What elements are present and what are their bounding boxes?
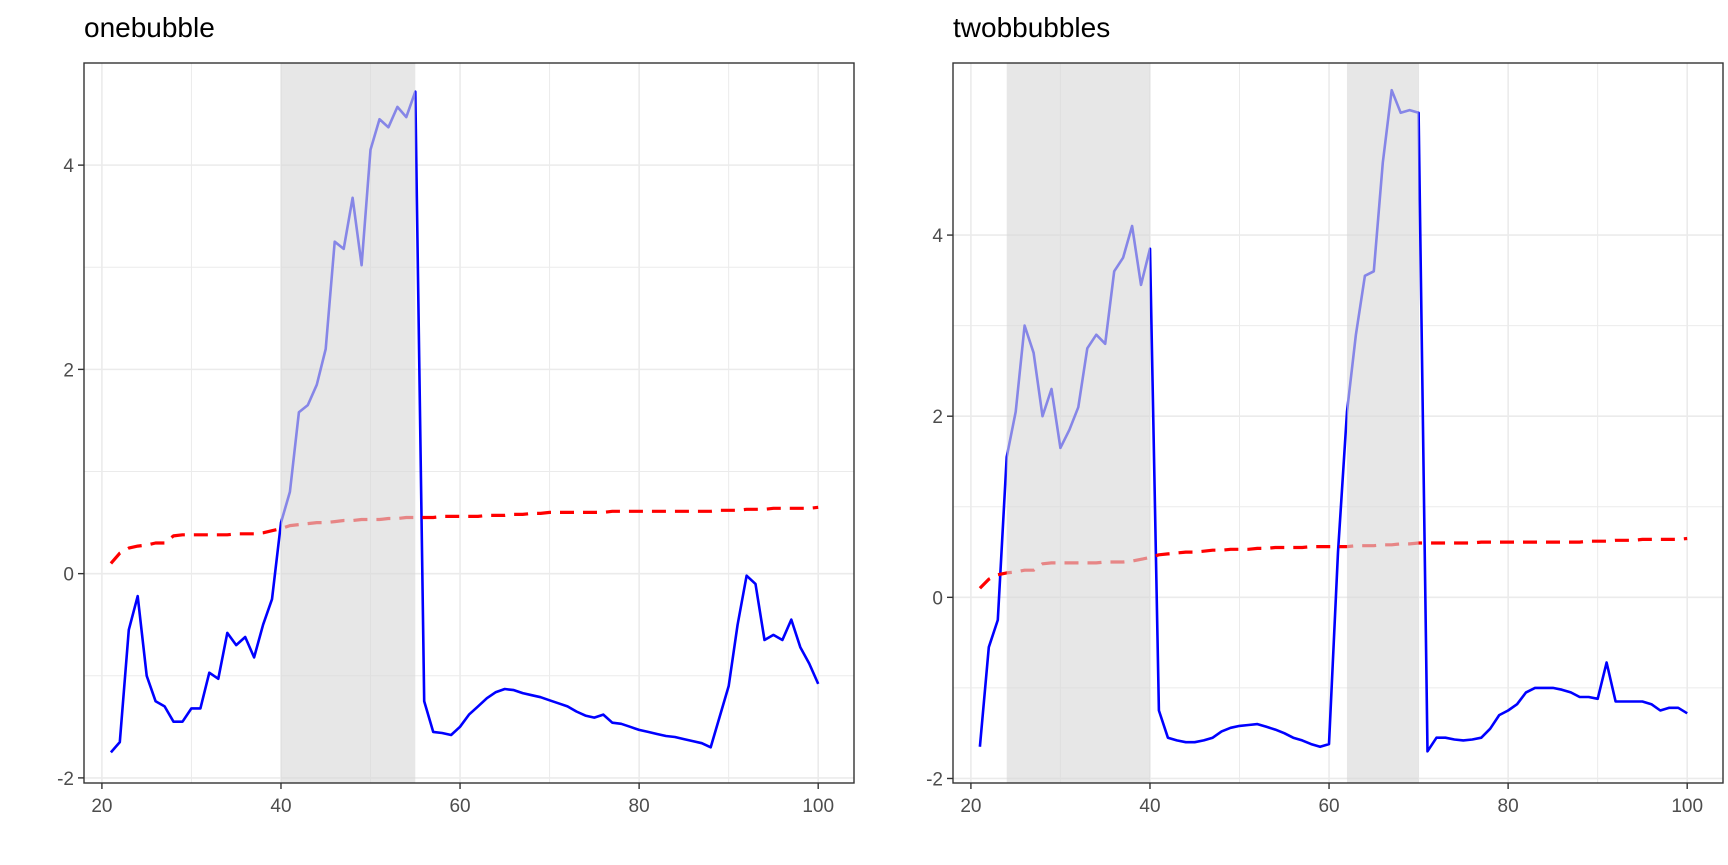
y-tick-label: 4	[932, 226, 943, 247]
x-tick-label: 20	[960, 796, 981, 817]
y-tick-label: 0	[63, 565, 74, 586]
x-tick-label: 100	[802, 796, 834, 817]
bubble-period-shade	[1346, 63, 1419, 783]
y-tick-label: 4	[63, 156, 74, 177]
bubble-period-shade	[280, 63, 416, 783]
panel-border	[83, 62, 855, 784]
panel-border	[952, 62, 1724, 784]
panel-title-onebubble: onebubble	[84, 12, 215, 43]
statistic-line	[109, 90, 820, 754]
x-tick-label: 60	[449, 796, 470, 817]
y-tick-label: 2	[932, 407, 943, 428]
x-tick-label: 20	[91, 796, 112, 817]
critical-value-line	[109, 505, 819, 565]
x-tick-label: 80	[629, 796, 650, 817]
panel-title-twobbubbles: twobbubbles	[953, 12, 1111, 43]
x-tick-label: 100	[1671, 796, 1703, 817]
x-tick-label: 40	[270, 796, 291, 817]
bubble-period-shade	[1006, 63, 1150, 783]
y-tick-label: -2	[57, 769, 74, 790]
y-tick-label: 2	[63, 360, 74, 381]
x-tick-label: 80	[1498, 796, 1519, 817]
panel-twobbubbles: 20 40 60 80 100 -2 0 2 4	[926, 62, 1724, 817]
y-tick-label: 0	[932, 588, 943, 609]
panel-background	[84, 63, 854, 783]
x-tick-label: 40	[1139, 796, 1160, 817]
panel-onebubble: 20 40 60 80 100 -2 0 2 4	[57, 62, 855, 817]
x-tick-label: 60	[1318, 796, 1339, 817]
y-tick-label: -2	[926, 769, 943, 790]
